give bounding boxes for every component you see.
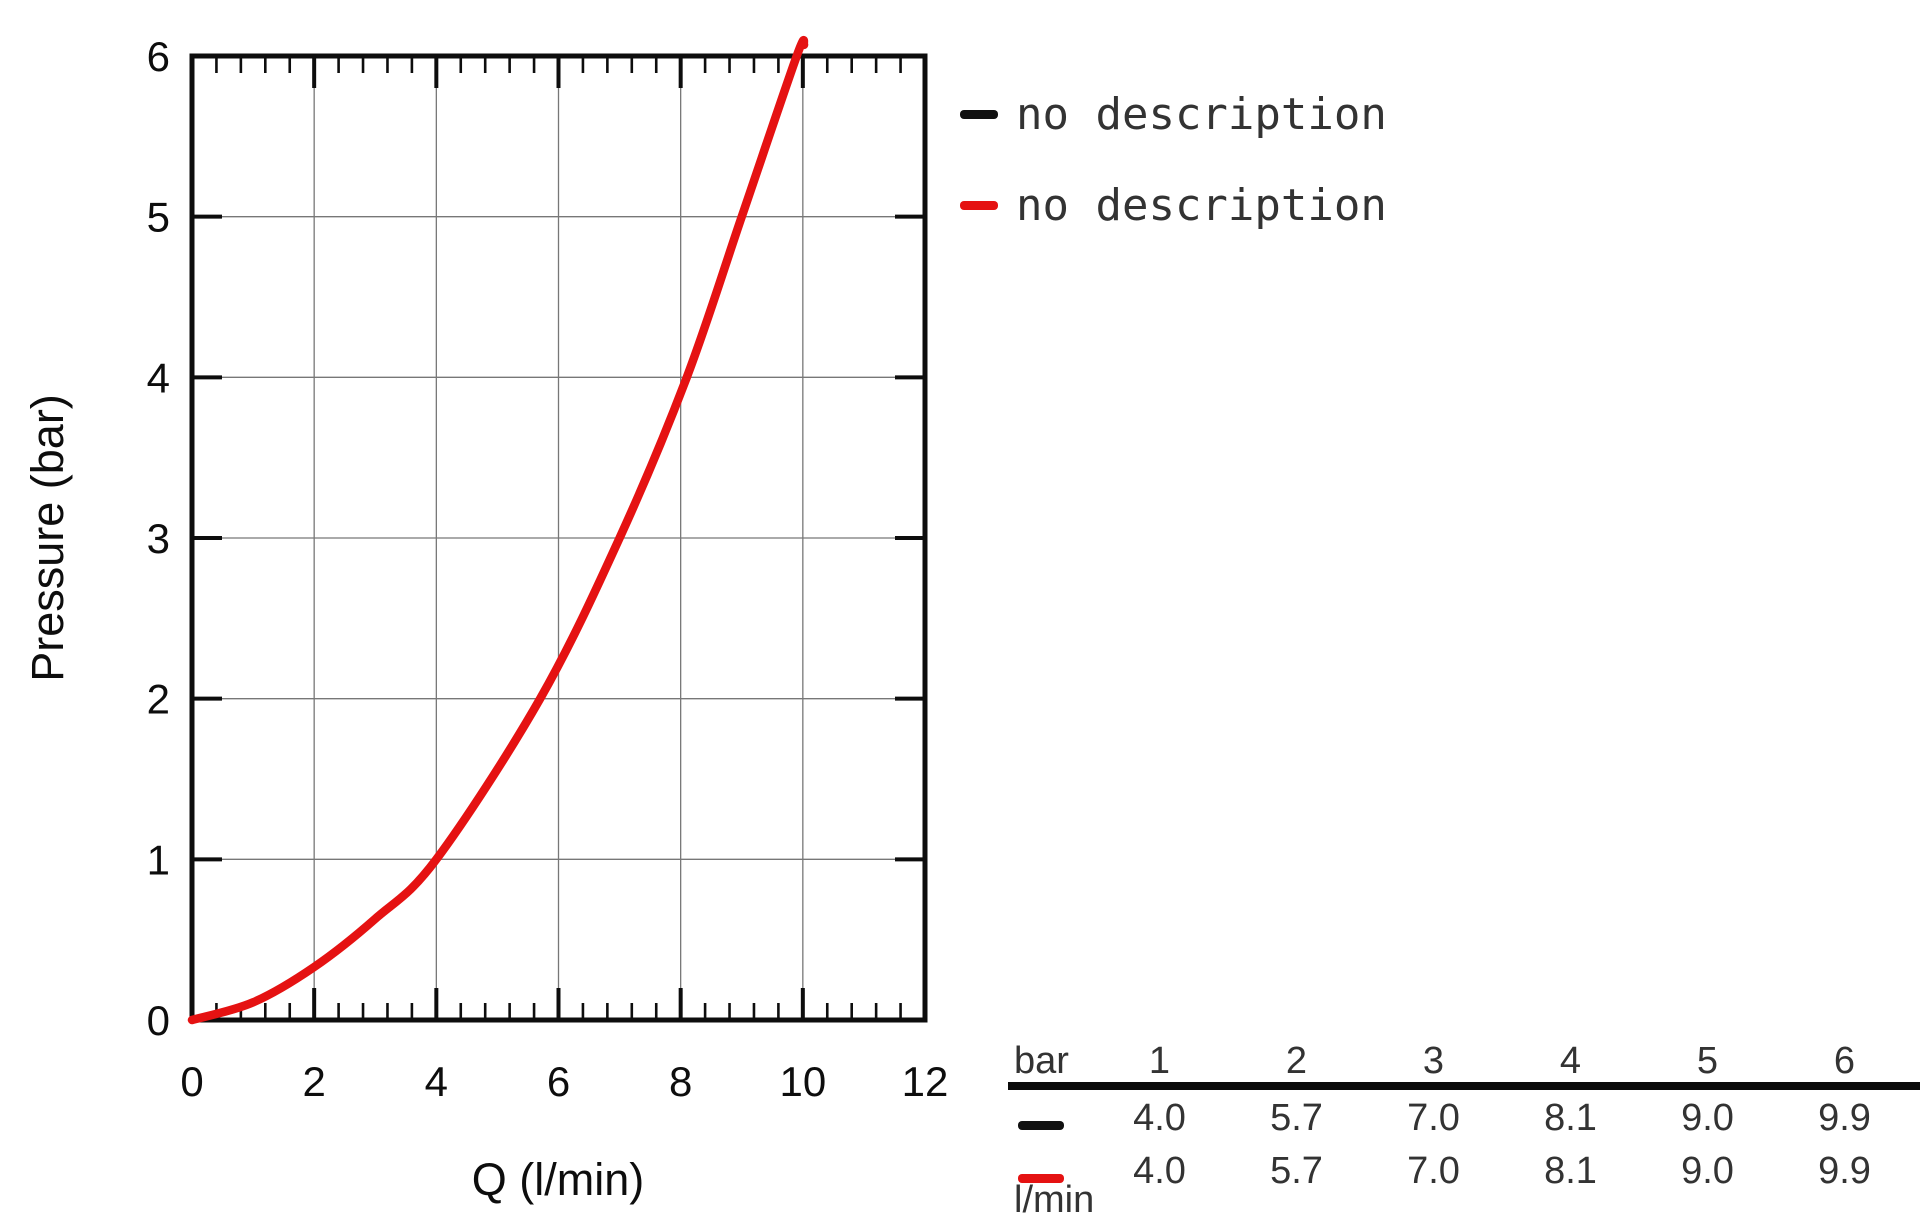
pressure-header: 5 <box>1696 1039 1719 1082</box>
flow-value: 5.7 <box>1270 1149 1323 1192</box>
table-header-divider <box>1008 1082 1920 1090</box>
flow-value: 8.1 <box>1544 1096 1597 1139</box>
table-corner-label: bar <box>1014 1039 1069 1082</box>
legend-item-label: no description <box>1016 179 1387 231</box>
svg-text:10: 10 <box>779 1058 826 1105</box>
flow-value: 9.9 <box>1818 1149 1871 1192</box>
flow-table-row-black: 4.0 5.7 7.0 8.1 9.0 9.9 <box>1008 1094 1913 1142</box>
flow-value: 8.1 <box>1544 1149 1597 1192</box>
svg-text:1: 1 <box>147 836 170 883</box>
flow-value: 4.0 <box>1133 1096 1186 1139</box>
pressure-header: 4 <box>1559 1039 1582 1082</box>
flow-table-row-red: 4.0 5.7 7.0 8.1 9.0 9.9 <box>1008 1147 1913 1195</box>
legend-item-label: no description <box>1016 88 1387 140</box>
y-axis-title: Pressure (bar) <box>22 394 73 682</box>
svg-text:3: 3 <box>147 515 170 562</box>
legend-item: no description <box>960 88 1387 140</box>
series-swatch-cell <box>1008 1097 1091 1140</box>
red-line-swatch-icon <box>1018 1173 1064 1183</box>
flow-value: 7.0 <box>1407 1149 1460 1192</box>
flow-table-header-row: bar 1 2 3 4 5 6 <box>1008 1039 1913 1083</box>
svg-text:4: 4 <box>147 354 170 401</box>
flow-value: 7.0 <box>1407 1096 1460 1139</box>
black-line-swatch-icon <box>1018 1120 1064 1130</box>
svg-text:8: 8 <box>669 1058 692 1105</box>
red-line-swatch-icon <box>960 200 998 210</box>
pressure-header: 1 <box>1148 1039 1171 1082</box>
x-axis-title: Q (l/min) <box>471 1154 645 1205</box>
pressure-header: 2 <box>1285 1039 1308 1082</box>
pressure-header: 3 <box>1422 1039 1445 1082</box>
svg-text:2: 2 <box>147 676 170 723</box>
legend-item: no description <box>960 179 1387 231</box>
black-line-swatch-icon <box>960 109 998 119</box>
flow-value: 9.9 <box>1818 1096 1871 1139</box>
svg-text:0: 0 <box>147 997 170 1044</box>
svg-text:4: 4 <box>425 1058 448 1105</box>
svg-text:6: 6 <box>547 1058 570 1105</box>
svg-text:12: 12 <box>902 1058 949 1105</box>
pressure-header: 6 <box>1833 1039 1856 1082</box>
flow-value: 5.7 <box>1270 1096 1323 1139</box>
flow-value: 9.0 <box>1681 1096 1734 1139</box>
svg-text:6: 6 <box>147 33 170 80</box>
flow-value: 9.0 <box>1681 1149 1734 1192</box>
series-swatch-cell <box>1008 1150 1091 1193</box>
table-unit-label: l/min <box>1014 1179 1095 1221</box>
svg-text:0: 0 <box>180 1058 203 1105</box>
svg-text:2: 2 <box>302 1058 325 1105</box>
flow-value: 4.0 <box>1133 1149 1186 1192</box>
svg-text:5: 5 <box>147 194 170 241</box>
